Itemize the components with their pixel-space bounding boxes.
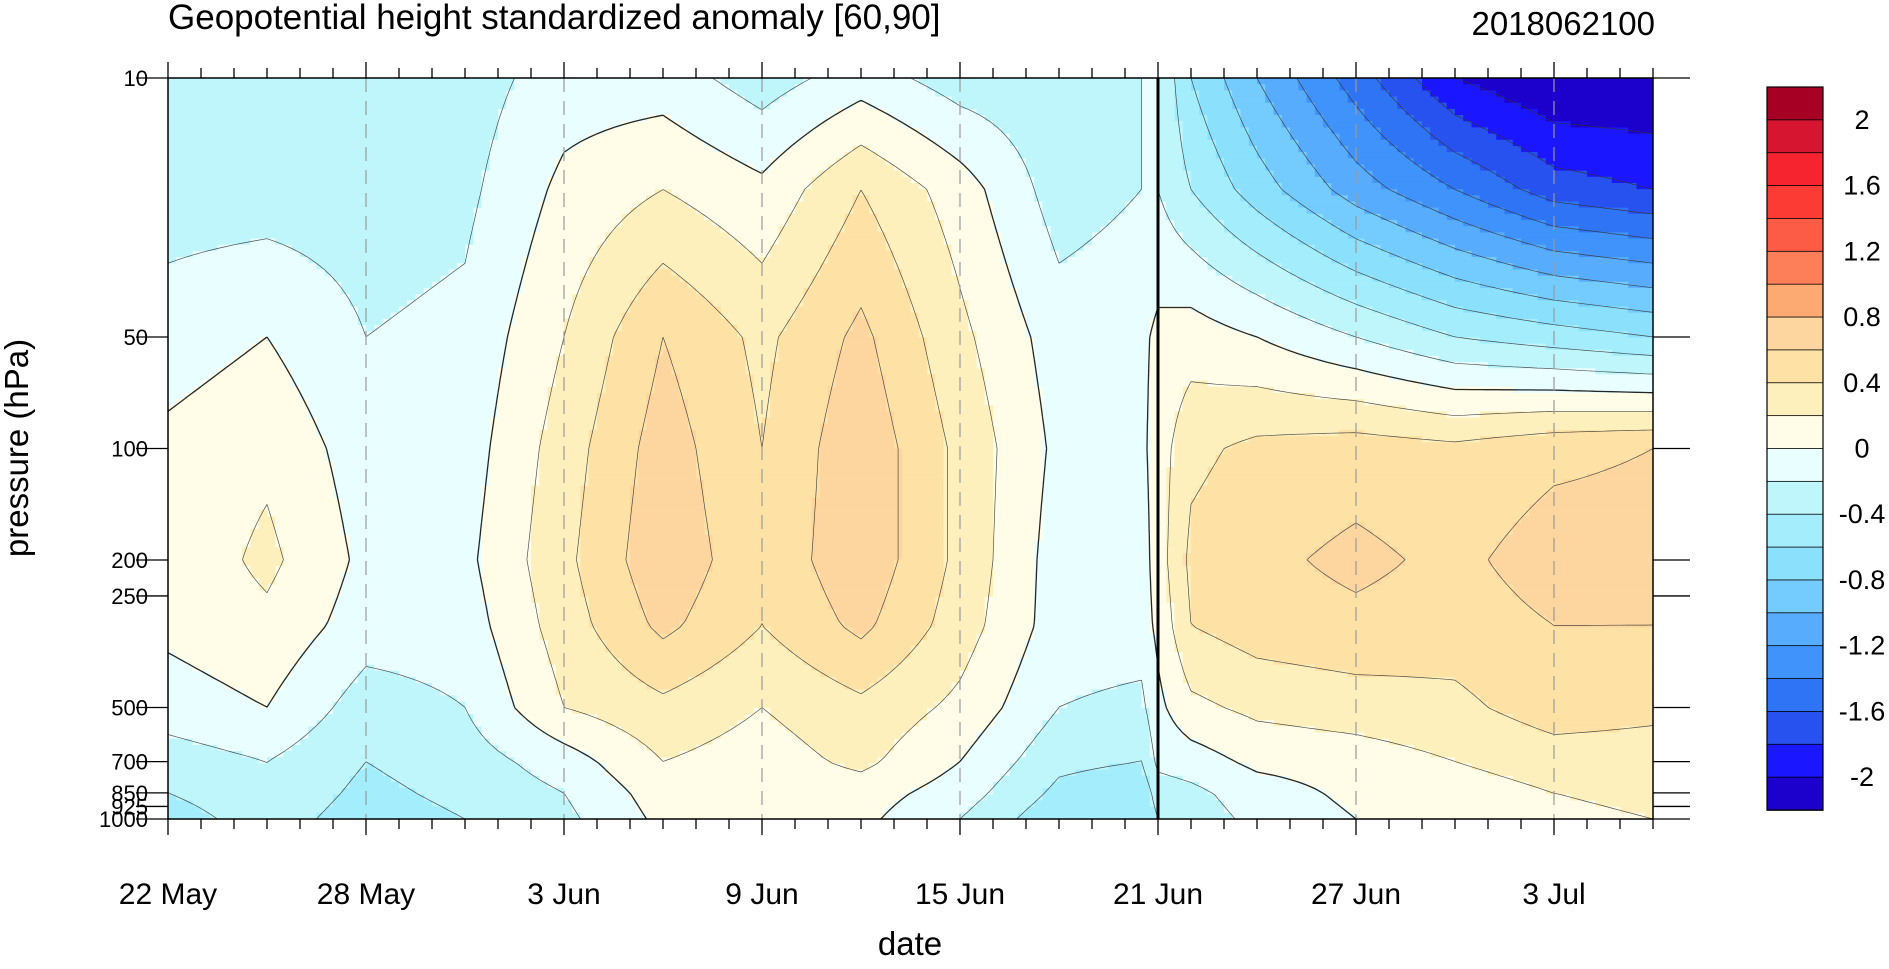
- x-tick-label: 28 May: [317, 878, 415, 911]
- colorbar-swatch: [1766, 382, 1824, 417]
- x-tick-label: 15 Jun: [915, 878, 1005, 911]
- contour-line: [1415, 78, 1653, 190]
- x-tick-label: 9 Jun: [725, 878, 798, 911]
- x-tick-label: 3 Jul: [1522, 878, 1585, 911]
- colorbar-swatch: [1766, 711, 1824, 746]
- colorbar-swatch: [1766, 119, 1824, 154]
- colorbar-swatch: [1766, 448, 1824, 483]
- x-tick-label: 22 May: [119, 878, 217, 911]
- colorbar-swatch: [1766, 579, 1824, 614]
- y-tick-label: 850: [111, 781, 148, 806]
- colorbar-label: -0.8: [1839, 565, 1886, 595]
- y-tick-label: 1000: [99, 807, 148, 832]
- colorbar-swatch: [1766, 645, 1824, 680]
- colorbar-label: 1.6: [1843, 171, 1881, 201]
- contour-line: [1375, 78, 1653, 215]
- colorbar: 2 1.6 1.2 0.8 0.4 0 -0.4 -0.8 -1.2 -1.6 -2: [1766, 86, 1886, 811]
- colorbar-swatch: [1766, 185, 1824, 220]
- colorbar-label: -1.2: [1839, 631, 1886, 661]
- contour-line: [1256, 78, 1653, 289]
- contour-line: [1454, 78, 1653, 135]
- colorbar-label: 0.4: [1843, 368, 1881, 398]
- date-gridlines: [365, 78, 1555, 819]
- colorbar-swatch: [1766, 546, 1824, 581]
- x-axis: 22 May 28 May 3 Jun 9 Jun 15 Jun 21 Jun 27 Jun…: [119, 62, 1654, 911]
- colorbar-label: 2: [1854, 105, 1869, 135]
- contour-line: [1296, 78, 1653, 264]
- colorbar-swatch: [1766, 250, 1824, 285]
- contour-line: [168, 78, 1653, 819]
- x-tick-label: 27 Jun: [1311, 878, 1401, 911]
- colorbar-label: -1.6: [1839, 696, 1886, 726]
- y-tick-label: 200: [111, 548, 148, 573]
- y-tick-label: 700: [111, 750, 148, 775]
- colorbar-frame: [1766, 86, 1824, 811]
- x-tick-label: 21 Jun: [1113, 878, 1203, 911]
- colorbar-swatch: [1766, 678, 1824, 713]
- contour-line: [625, 307, 1653, 640]
- colorbar-swatch: [1766, 152, 1824, 187]
- y-tick-label: 925: [111, 794, 148, 819]
- colorbar-label: 0.8: [1843, 302, 1881, 332]
- contour-line: [576, 189, 1653, 735]
- contour-line: [242, 144, 1653, 819]
- contour-lines: [168, 78, 1653, 819]
- contour-line: [1223, 78, 1653, 313]
- colorbar-swatch: [1766, 513, 1824, 548]
- colorbar-swatch: [1766, 776, 1824, 811]
- colorbar-swatch: [1766, 612, 1824, 647]
- colorbar-label: 1.2: [1843, 236, 1881, 266]
- colorbar-swatch: [1766, 283, 1824, 318]
- colorbar-swatch: [1766, 349, 1824, 384]
- y-tick-label: 100: [111, 437, 148, 462]
- x-tick-label: 3 Jun: [527, 878, 600, 911]
- y-tick-label: 50: [124, 325, 148, 350]
- colorbar-label: -2: [1850, 762, 1874, 792]
- chart-title: Geopotential height standardized anomaly…: [168, 0, 940, 37]
- contour-line: [168, 99, 1653, 819]
- date-label: 2018062100: [1471, 5, 1655, 42]
- y-axis-title: pressure (hPa): [0, 339, 35, 557]
- contour-line: [1190, 78, 1653, 338]
- y-tick-label: 500: [111, 695, 148, 720]
- colorbar-label: -0.4: [1839, 499, 1886, 529]
- colorbar-swatch: [1766, 316, 1824, 351]
- colorbar-swatch: [1766, 86, 1824, 121]
- y-tick-label: 250: [111, 584, 148, 609]
- colorbar-swatch: [1766, 218, 1824, 253]
- colorbar-label: 0: [1854, 434, 1869, 464]
- colorbar-swatch: [1766, 415, 1824, 450]
- colorbar-swatch: [1766, 743, 1824, 778]
- y-tick-label: 10: [124, 66, 148, 91]
- x-axis-title: date: [878, 925, 942, 962]
- contour-fills: [168, 78, 1653, 819]
- colorbar-swatch: [1766, 480, 1824, 516]
